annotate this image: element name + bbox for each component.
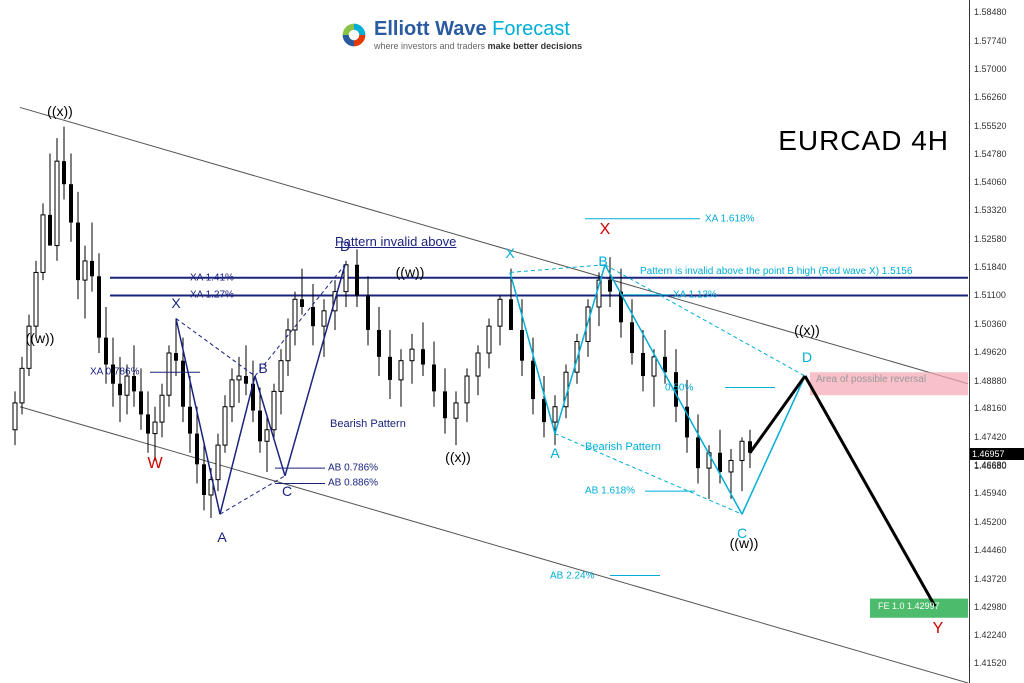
y-tick: 1.42980 [974,602,1007,612]
y-tick: 1.46680 [974,461,1007,471]
y-tick: 1.53320 [974,205,1007,215]
tagline-pre: where investors and traders [374,41,488,51]
chart-title: EURCAD 4H [778,125,949,157]
y-tick: 1.43720 [974,574,1007,584]
y-tick: 1.48160 [974,403,1007,413]
y-tick: 1.58480 [974,7,1007,17]
tagline-bold: make better decisions [488,41,583,51]
chart-area [0,0,970,683]
y-tick: 1.49620 [974,347,1007,357]
brand-name-bold: Elliott Wave [374,18,487,40]
brand-logo: Elliott Wave Forecast where investors an… [340,18,582,51]
y-tick: 1.57740 [974,36,1007,46]
y-tick: 1.51840 [974,262,1007,272]
y-tick: 1.50360 [974,319,1007,329]
y-tick: 1.41520 [974,658,1007,668]
y-tick: 1.52580 [974,234,1007,244]
zone-label-reversal: Area of possible reversal [816,374,926,385]
y-tick: 1.48880 [974,376,1007,386]
y-tick: 1.54780 [974,149,1007,159]
y-axis: 1.58480 1.57740 1.57000 1.56260 1.55520 1.547… [969,0,1024,683]
chart-svg [0,0,970,683]
brand-name-light: Forecast [492,18,570,40]
y-tick: 1.51100 [974,290,1006,300]
current-price-tag: 1.46957 [970,448,1024,460]
y-tick: 1.47420 [974,432,1007,442]
y-tick: 1.42240 [974,630,1007,640]
y-tick: 1.45940 [974,488,1007,498]
logo-icon [340,21,368,49]
fe-label: FE 1.0 1.42997 [878,601,940,611]
logo-text: Elliott Wave Forecast where investors an… [374,18,582,51]
y-tick: 1.45200 [974,517,1007,527]
y-tick: 1.56260 [974,92,1007,102]
y-tick: 1.44460 [974,545,1007,555]
y-tick: 1.57000 [974,64,1007,74]
y-tick: 1.54060 [974,177,1007,187]
y-tick: 1.55520 [974,121,1007,131]
